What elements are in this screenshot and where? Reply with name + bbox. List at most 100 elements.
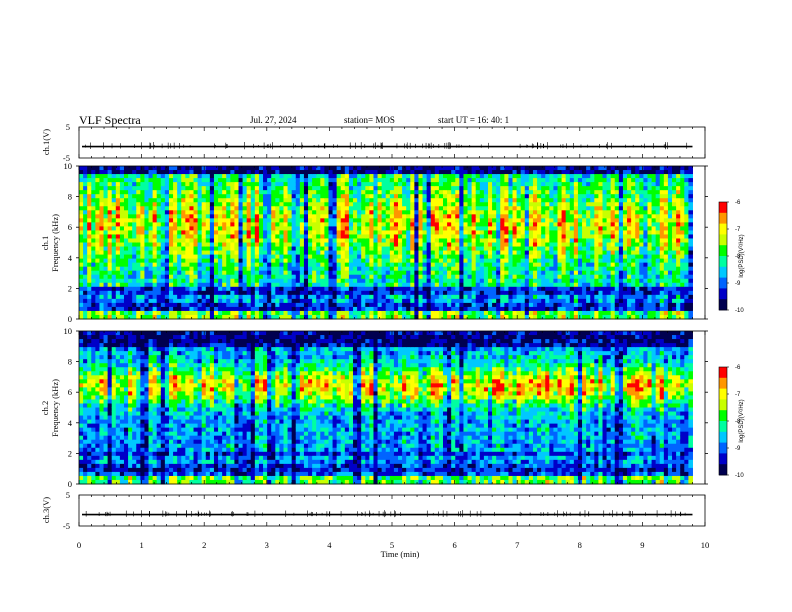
spectrogram-cell xyxy=(471,290,477,296)
spectrogram-cell xyxy=(263,278,268,284)
spectrogram-cell xyxy=(218,186,223,191)
spectrogram-cell xyxy=(569,246,575,252)
spectrogram-cell xyxy=(316,230,321,235)
spectrogram-cell xyxy=(320,178,325,183)
spectrogram-cell xyxy=(279,286,284,292)
spectrogram-cell xyxy=(586,286,591,292)
spectrogram-cell xyxy=(553,226,559,231)
spectrogram-cell xyxy=(344,202,350,207)
spectrogram-cell xyxy=(406,278,411,284)
spectrogram-cell xyxy=(430,230,436,235)
spectrogram-cell xyxy=(107,194,113,199)
spectrogram-cell xyxy=(438,274,444,280)
spectrogram-cell xyxy=(348,178,354,183)
spectrogram-cell xyxy=(557,262,563,268)
spectrogram-cell xyxy=(541,274,546,280)
spectrogram-cell xyxy=(140,278,145,284)
spectrogram-cell xyxy=(410,174,415,179)
spectrogram-cell xyxy=(389,250,395,256)
spectrogram-cell xyxy=(324,294,329,300)
spectrogram-cell xyxy=(291,310,297,316)
spectrogram-cell xyxy=(185,262,190,268)
spectrogram-cell xyxy=(209,298,215,304)
spectrogram-cell xyxy=(250,230,256,235)
spectrogram-cell xyxy=(451,206,456,211)
spectrogram-cell xyxy=(532,302,538,308)
spectrogram-cell xyxy=(258,302,264,308)
spectrogram-cell xyxy=(565,198,571,203)
spectrogram-cell xyxy=(160,274,166,280)
spectrogram-cell xyxy=(532,274,538,280)
spectrogram-cell xyxy=(553,302,559,308)
spectrogram-cell xyxy=(451,282,456,288)
spectrogram-cell xyxy=(398,294,403,300)
spectrogram-cell xyxy=(283,226,289,231)
spectrogram-cell xyxy=(573,218,579,223)
spectrogram-cell xyxy=(328,278,334,284)
spectrogram-cell xyxy=(316,286,321,292)
spectrogram-cell xyxy=(565,210,571,215)
spectrogram-cell xyxy=(328,306,334,312)
spectrogram-cell xyxy=(586,190,591,195)
spectrogram-cell xyxy=(549,170,554,175)
spectrogram-cell xyxy=(218,214,223,219)
spectrogram-cell xyxy=(148,222,154,227)
spectrogram-cell xyxy=(348,202,354,207)
spectrogram-cell xyxy=(553,242,559,248)
spectrogram-cell xyxy=(459,258,464,264)
spectrogram-cell xyxy=(496,270,501,276)
spectrogram-cell xyxy=(218,278,223,284)
spectrogram-cell xyxy=(242,258,248,264)
spectrogram-cell xyxy=(594,258,599,264)
spectrogram-cell xyxy=(561,266,567,272)
spectrogram-cell xyxy=(299,278,305,284)
spectrogram-cell xyxy=(99,278,105,284)
spectrogram-cell xyxy=(590,194,595,199)
spectrogram-cell xyxy=(598,202,603,207)
spectrogram-cell xyxy=(103,306,109,312)
spectrogram-cell xyxy=(434,174,440,179)
spectrogram-cell xyxy=(402,238,407,243)
spectrogram-cell xyxy=(528,218,534,223)
spectrogram-cell xyxy=(569,294,575,300)
spectrogram-cell xyxy=(263,178,268,183)
spectrogram-cell xyxy=(479,258,485,264)
spectrogram-cell xyxy=(83,270,88,276)
spectrogram-cell xyxy=(177,258,182,264)
spectrogram-cell xyxy=(512,198,518,203)
spectrogram-cell xyxy=(569,222,575,227)
spectrogram-cell xyxy=(320,166,325,171)
spectrogram-cell xyxy=(438,198,444,203)
spectrogram-cell xyxy=(115,214,121,219)
spectrogram-cell xyxy=(463,314,469,320)
spectrogram-cell xyxy=(430,258,436,264)
spectrogram-cell xyxy=(115,174,121,179)
spectrogram-cell xyxy=(299,210,305,215)
spectrogram-cell xyxy=(471,174,477,179)
spectrogram-cell xyxy=(447,310,452,316)
spectrogram-cell xyxy=(258,174,264,179)
spectrogram-cell xyxy=(520,226,526,231)
spectrogram-cell xyxy=(430,250,436,256)
spectrogram-cell xyxy=(467,286,473,292)
spectrogram-cell xyxy=(242,254,248,260)
spectrogram-cell xyxy=(324,202,329,207)
spectrogram-cell xyxy=(389,210,395,215)
spectrogram-cell xyxy=(218,298,223,304)
spectrogram-cell xyxy=(246,206,252,211)
spectrogram-cell xyxy=(541,214,546,219)
spectrogram-cell xyxy=(205,298,211,304)
spectrogram-cell xyxy=(185,306,190,312)
spectrogram-cell xyxy=(87,250,92,256)
spectrogram-cell xyxy=(483,274,489,280)
spectrogram-cell xyxy=(218,250,223,256)
spectrogram-cell xyxy=(520,242,526,248)
spectrogram-cell xyxy=(500,278,505,284)
spectrogram-cell xyxy=(132,274,137,280)
spectrogram-cell xyxy=(87,266,92,272)
spectrogram-cell xyxy=(144,266,150,272)
spectrogram-cell xyxy=(119,170,125,175)
spectrogram-cell xyxy=(537,214,542,219)
spectrogram-cell xyxy=(520,306,526,312)
